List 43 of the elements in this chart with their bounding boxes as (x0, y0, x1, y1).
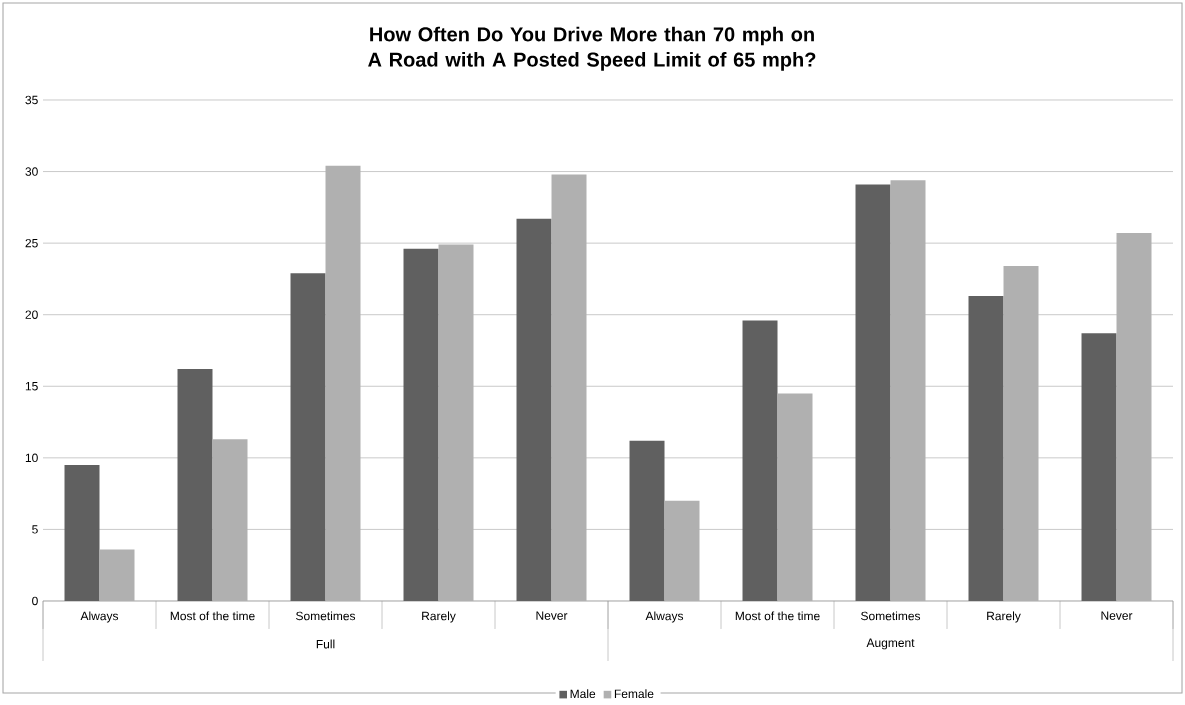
text: Augment (866, 638, 915, 650)
x-tick-label: Always (645, 611, 684, 623)
bar (212, 439, 248, 601)
y-tick-label: 30 (25, 167, 38, 176)
x-tick-label: Rarely (987, 611, 1021, 623)
bar (968, 295, 1004, 601)
y-tick-label: 5 (32, 525, 38, 534)
bar (664, 500, 700, 601)
y-tick-label: 0 (32, 596, 38, 606)
x-tick-label: Always (80, 611, 119, 623)
bar (99, 549, 135, 601)
bar (1116, 232, 1152, 601)
text: Full (316, 639, 335, 649)
bar (1003, 265, 1039, 601)
bar (325, 165, 361, 601)
bar (403, 248, 439, 601)
bar (777, 393, 813, 601)
y-tick-label: 35 (25, 95, 38, 105)
x-tick-label: Most of the time (170, 611, 255, 621)
bar (438, 244, 474, 601)
x-tick-label: Never (1101, 611, 1133, 620)
y-tick-label: 20 (25, 310, 38, 319)
bar (290, 273, 326, 601)
legend-label: Male (570, 689, 596, 698)
bar (855, 184, 891, 601)
y-tick-label: 25 (25, 238, 38, 248)
x-tick-label: Rarely (422, 611, 456, 623)
bar (890, 180, 926, 601)
legend-label: Female (614, 689, 654, 698)
x-tick-label: Most of the time (735, 611, 820, 621)
bar (551, 174, 587, 601)
bar (629, 440, 665, 601)
y-tick-label: 10 (25, 453, 38, 462)
bar (516, 218, 552, 601)
x-tick-label: Sometimes (296, 611, 356, 621)
y-tick-label: 15 (25, 381, 38, 391)
bar (1081, 333, 1117, 601)
x-tick-label: Never (536, 611, 568, 620)
bar (64, 464, 100, 601)
chart-title: How Often Do You Drive More than 70 mph on A Road with A Posted Speed Limit of 65 mph? (368, 26, 816, 71)
bar (177, 368, 213, 601)
x-tick-label: Sometimes (861, 611, 921, 621)
bar (742, 320, 778, 601)
